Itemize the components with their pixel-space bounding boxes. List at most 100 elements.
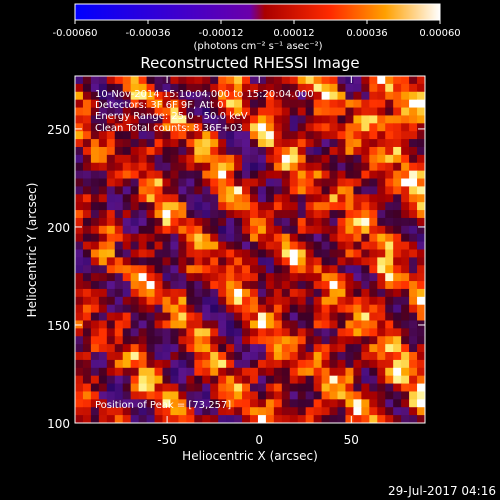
heatmap-cell <box>393 257 402 266</box>
heatmap-cell <box>82 407 92 416</box>
heatmap-cell <box>218 281 227 290</box>
heatmap-cell <box>178 139 187 148</box>
x-axis-label: Heliocentric X (arcsec) <box>182 449 318 463</box>
heatmap-cell <box>146 146 156 156</box>
heatmap-cell <box>82 367 92 377</box>
heatmap-cell <box>106 391 116 400</box>
heatmap-cell <box>377 91 386 101</box>
heatmap-cell <box>361 257 370 266</box>
heatmap-cell <box>138 178 148 188</box>
heatmap-cell <box>297 296 307 306</box>
heatmap-cell <box>242 162 251 172</box>
heatmap-cell <box>329 257 339 266</box>
heatmap-cell <box>313 296 323 306</box>
heatmap-cell <box>162 312 172 322</box>
heatmap-cell <box>234 123 243 132</box>
heatmap-cell <box>377 170 386 180</box>
heatmap-cell <box>321 178 331 188</box>
heatmap-cell <box>130 367 140 377</box>
heatmap-cell <box>345 359 354 369</box>
heatmap-cell <box>210 249 219 258</box>
heatmap-cell <box>75 217 84 227</box>
heatmap-cell <box>273 257 283 266</box>
heatmap-cell <box>250 186 259 195</box>
heatmap-cell <box>202 407 211 416</box>
heatmap-cell <box>337 241 347 251</box>
heatmap-cell <box>337 265 347 274</box>
heatmap-cell <box>345 83 354 93</box>
heatmap-cell <box>313 415 323 423</box>
heatmap-cell <box>377 296 386 306</box>
heatmap-cell <box>377 241 386 251</box>
heatmap-cell <box>242 83 251 93</box>
heatmap-cell <box>329 352 339 361</box>
heatmap-cell <box>210 154 219 164</box>
heatmap-cell <box>154 217 164 227</box>
heatmap-cell <box>417 304 425 314</box>
heatmap-cell <box>98 162 108 172</box>
heatmap-cell <box>226 296 235 306</box>
heatmap-cell <box>257 225 267 235</box>
heatmap-cell <box>146 296 156 306</box>
heatmap-cell <box>393 210 402 219</box>
heatmap-cell <box>297 415 307 423</box>
heatmap-cell <box>234 399 243 408</box>
heatmap-cell <box>361 375 370 385</box>
heatmap-cell <box>313 288 323 298</box>
heatmap-cell <box>305 178 315 188</box>
heatmap-cell <box>377 115 386 124</box>
heatmap-cell <box>170 367 179 377</box>
heatmap-cell <box>138 154 148 164</box>
heatmap-cell <box>369 91 378 101</box>
heatmap-cell <box>401 91 410 101</box>
heatmap-cell <box>218 265 227 274</box>
heatmap-cell <box>345 162 354 172</box>
heatmap-cell <box>194 170 203 180</box>
heatmap-cell <box>218 359 227 369</box>
heatmap-cell <box>257 383 267 393</box>
heatmap-cell <box>393 225 402 235</box>
heatmap-cell <box>321 154 331 164</box>
heatmap-cell <box>393 186 402 195</box>
heatmap-cell <box>377 320 386 329</box>
heatmap-cell <box>409 336 418 345</box>
heatmap-cell <box>409 312 418 322</box>
heatmap-cell <box>202 281 211 290</box>
heatmap-cell <box>289 107 299 117</box>
heatmap-cell <box>361 99 370 109</box>
heatmap-cell <box>162 146 172 156</box>
heatmap-cell <box>194 99 203 109</box>
heatmap-cell <box>305 162 315 172</box>
heatmap-cell <box>170 139 179 148</box>
heatmap-cell <box>122 344 132 353</box>
heatmap-cell <box>170 312 179 322</box>
heatmap-cell <box>409 407 418 416</box>
heatmap-cell <box>130 399 140 408</box>
heatmap-cell <box>265 336 275 345</box>
heatmap-cell <box>98 336 108 345</box>
heatmap-cell <box>297 336 307 345</box>
heatmap-cell <box>313 375 323 385</box>
heatmap-cell <box>345 178 354 188</box>
heatmap-cell <box>369 415 378 423</box>
heatmap-cell <box>138 296 148 306</box>
heatmap-cell <box>106 257 116 266</box>
heatmap-cell <box>321 375 331 385</box>
heatmap-cell <box>417 281 425 290</box>
heatmap-cell <box>369 162 378 172</box>
heatmap-cell <box>178 383 187 393</box>
heatmap-cell <box>273 194 283 203</box>
colorbar-tick-label: -0.00012 <box>199 28 244 39</box>
heatmap-cell <box>162 367 172 377</box>
heatmap-cell <box>218 107 227 117</box>
heatmap-cell <box>329 288 339 298</box>
heatmap-cell <box>170 288 179 298</box>
heatmap-cell <box>353 304 362 314</box>
heatmap-cell <box>122 115 132 124</box>
heatmap-cell <box>361 296 370 306</box>
heatmap-cell <box>138 210 148 219</box>
heatmap-cell <box>377 328 386 337</box>
heatmap-cell <box>90 352 100 361</box>
heatmap-cell <box>337 257 347 266</box>
heatmap-cell <box>250 415 259 423</box>
